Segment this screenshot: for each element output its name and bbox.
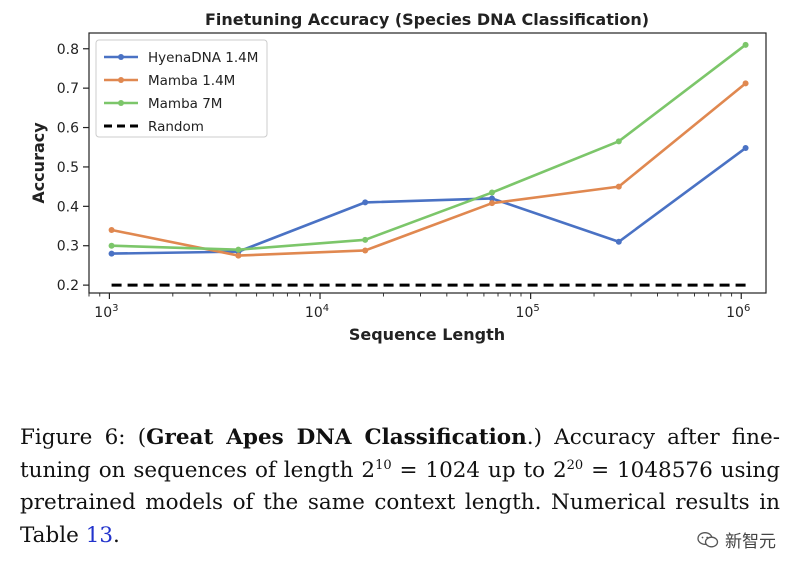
legend-label-mamba-1-4m: Mamba 1.4M xyxy=(148,73,235,89)
caption-suffix: . xyxy=(113,522,120,548)
y-tick-label: 0.2 xyxy=(57,278,79,294)
caption-prefix: Figure 6: ( xyxy=(20,425,147,450)
caption-exponent-2: 20 xyxy=(566,457,584,473)
x-tick-label: 103 xyxy=(94,303,118,321)
data-point-mamba-7m xyxy=(615,138,622,145)
x-tick-label: 104 xyxy=(305,303,329,321)
data-point-hyenadna-1-4m xyxy=(615,238,622,245)
series-layer xyxy=(108,41,749,287)
series-line-hyenadna-1-4m xyxy=(111,146,747,255)
y-tick-label: 0.6 xyxy=(57,121,79,137)
data-point-mamba-1-4m xyxy=(108,226,115,233)
data-point-hyenadna-1-4m xyxy=(742,145,749,152)
caption-text-2: = 1024 up to 2 xyxy=(391,457,567,483)
watermark: 新智元 xyxy=(697,527,776,552)
legend-marker-hyenadna-1-4m xyxy=(118,54,124,60)
data-point-mamba-7m xyxy=(742,41,749,48)
y-tick-label: 0.7 xyxy=(57,81,79,97)
chart: Finetuning Accuracy (Species DNA Classif… xyxy=(29,10,767,344)
data-point-mamba-1-4m xyxy=(235,252,242,259)
legend-label-random: Random xyxy=(148,119,204,135)
data-point-mamba-7m xyxy=(362,236,369,243)
data-point-hyenadna-1-4m xyxy=(108,250,115,257)
figure-caption: Figure 6: (Great Apes DNA Classification… xyxy=(20,422,780,552)
legend-label-mamba-7m: Mamba 7M xyxy=(148,96,222,112)
caption-text-1: .) Accuracy after fine-tuning on sequenc… xyxy=(20,425,780,483)
data-point-mamba-7m xyxy=(108,242,115,249)
caption-text-3: = 1048576 using pretrained models of the… xyxy=(20,457,780,548)
x-tick-label: 106 xyxy=(726,303,750,321)
legend-marker-mamba-7m xyxy=(118,100,124,106)
data-point-mamba-1-4m xyxy=(488,200,495,207)
data-point-hyenadna-1-4m xyxy=(362,199,369,206)
y-tick-label: 0.5 xyxy=(57,160,79,176)
data-point-mamba-7m xyxy=(235,246,242,253)
legend-label-hyenadna-1-4m: HyenaDNA 1.4M xyxy=(148,50,258,66)
data-point-mamba-1-4m xyxy=(615,183,622,190)
chart-title: Finetuning Accuracy (Species DNA Classif… xyxy=(205,10,649,29)
x-tick-label: 105 xyxy=(516,303,540,321)
series-line-mamba-1-4m xyxy=(111,82,747,257)
y-axis-label: Accuracy xyxy=(29,122,48,204)
series-line-mamba-7m xyxy=(111,43,747,251)
x-axis-label: Sequence Length xyxy=(349,325,505,344)
x-axis: 103 104 105 106 xyxy=(88,293,750,321)
legend-marker-mamba-1-4m xyxy=(118,77,124,83)
caption-bold-title: Great Apes DNA Classification xyxy=(146,425,527,450)
data-point-mamba-1-4m xyxy=(742,80,749,87)
caption-exponent-1: 10 xyxy=(375,457,392,473)
legend: HyenaDNA 1.4M Mamba 1.4M Mamba 7M Random xyxy=(95,39,268,138)
legend-box xyxy=(95,39,268,138)
data-point-mamba-7m xyxy=(488,189,495,196)
table-reference-link[interactable]: 13 xyxy=(85,522,114,548)
y-axis: 0.2 0.3 0.4 0.5 0.6 0.7 0.8 xyxy=(57,42,89,294)
data-point-hyenadna-1-4m xyxy=(488,195,495,202)
y-tick-label: 0.8 xyxy=(57,42,79,58)
y-tick-label: 0.4 xyxy=(57,199,79,215)
y-tick-label: 0.3 xyxy=(57,239,79,255)
wechat-logo-icon xyxy=(697,531,719,547)
data-point-mamba-1-4m xyxy=(362,247,369,254)
plot-frame xyxy=(88,32,767,294)
watermark-text: 新智元 xyxy=(725,532,776,552)
